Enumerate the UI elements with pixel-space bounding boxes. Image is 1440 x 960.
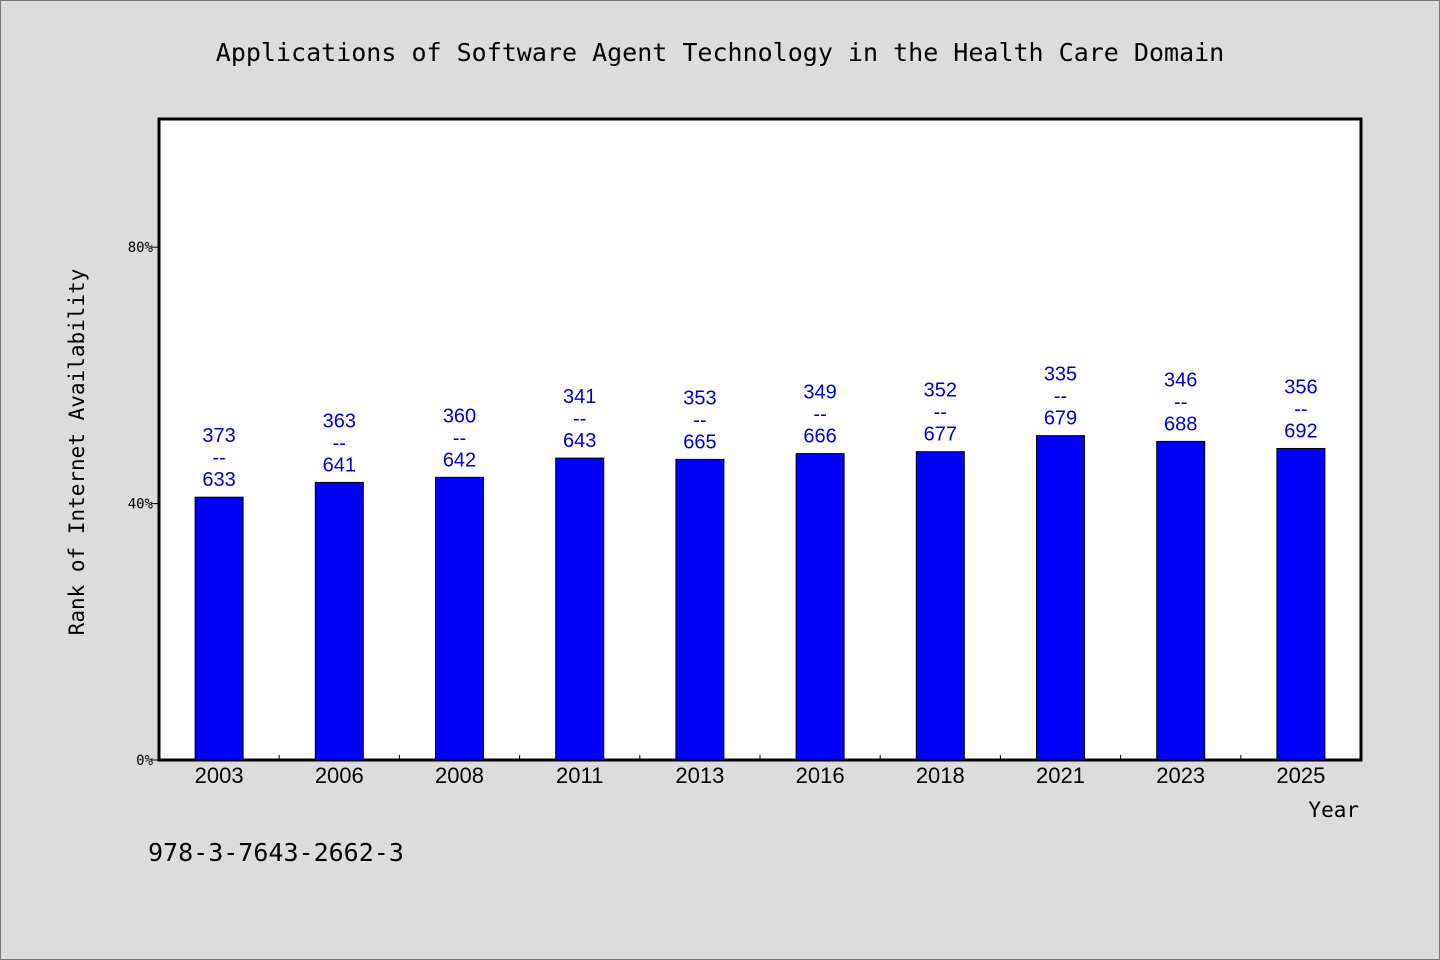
data-label: 677 [924,424,957,446]
data-label: -- [813,404,826,426]
data-label: 633 [202,469,235,491]
data-label: 688 [1164,413,1197,435]
x-tick-label: 2023 [1156,763,1205,788]
bar [435,476,484,761]
data-label: -- [212,447,225,469]
x-tick-label: 2013 [675,763,724,788]
y-tick-label: 80% [128,240,154,256]
bar [1276,447,1326,761]
x-tick-label: 2008 [435,763,484,788]
data-label: 335 [1044,364,1077,386]
data-label: 692 [1284,420,1317,442]
x-axis-label: Year [1308,798,1359,822]
data-label: -- [934,402,947,424]
bar [314,481,364,761]
isbn-text: 978-3-7643-2662-3 [148,838,404,867]
chart-title: Applications of Software Agent Technolog… [216,38,1224,67]
data-label: 341 [563,386,596,408]
y-tick-label: 0% [136,753,153,769]
bar [915,451,965,761]
bar [1156,440,1206,761]
y-axis: 0% 40% 80% [128,240,159,769]
data-label: 373 [202,425,235,447]
data-label: 665 [683,431,716,453]
bar [795,453,845,761]
data-label: 363 [323,410,356,432]
x-tick-label: 2016 [796,763,845,788]
bar [555,457,605,761]
data-label: -- [573,408,586,430]
data-label: 349 [803,382,836,404]
data-label: -- [1054,386,1067,408]
bars [194,435,1326,761]
data-label: -- [453,427,466,449]
x-tick-label: 2003 [195,763,244,788]
x-tick-label: 2021 [1036,763,1085,788]
data-label: -- [693,409,706,431]
data-labels: 373--633363--641360--642341--643353--665… [202,364,1317,492]
data-label: 643 [563,430,596,452]
bar [675,458,725,761]
x-tick-label: 2018 [916,763,965,788]
x-tick-label: 2006 [315,763,364,788]
data-label: -- [1294,398,1307,420]
x-tick-label: 2011 [556,763,603,788]
data-label: 353 [683,387,716,409]
data-label: 642 [443,449,476,471]
data-label: 641 [323,454,356,476]
bar [1036,435,1085,761]
x-tick-label: 2025 [1276,763,1325,788]
data-label: 666 [803,426,836,448]
data-label: 679 [1044,408,1077,430]
data-label: 360 [443,405,476,427]
data-label: -- [1174,391,1187,413]
bar [194,496,244,761]
y-tick-label: 40% [128,497,154,513]
y-axis-label: Rank of Internet Availability [65,269,89,636]
data-label: -- [333,432,346,454]
data-label: 356 [1284,376,1317,398]
data-label: 346 [1164,369,1197,391]
data-label: 352 [924,380,957,402]
x-axis: 2003 2006 2008 2011 2013 2016 2018 2021 2023 2025 [195,755,1325,788]
